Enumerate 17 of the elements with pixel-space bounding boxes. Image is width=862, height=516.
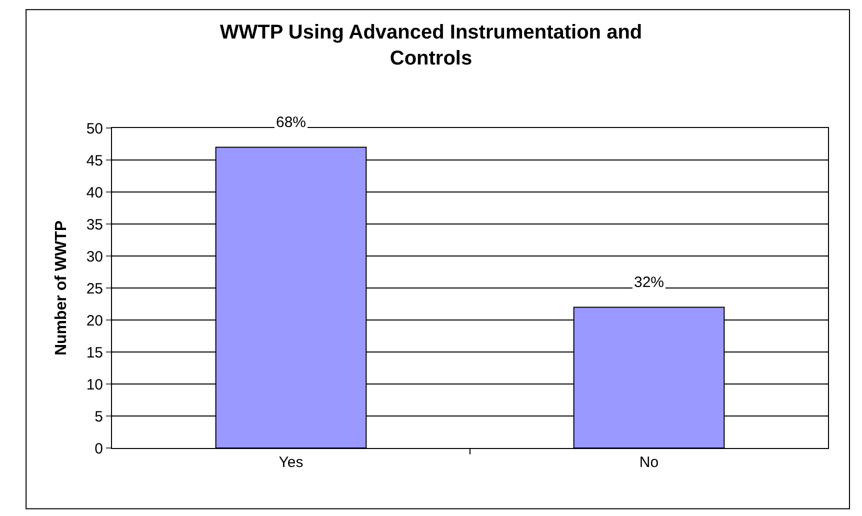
y-tick-label: 35 (86, 216, 103, 234)
y-tick-label: 30 (86, 248, 103, 266)
x-tick-label: Yes (278, 454, 304, 471)
y-tick-label: 45 (86, 152, 103, 170)
annotation: 32% (634, 274, 664, 291)
y-axis-title: Number of WWTP (53, 220, 70, 356)
y-tick-label: 25 (86, 280, 103, 298)
y-tick-label: 50 (86, 120, 103, 138)
chart-title: WWTP Using Advanced Instrumentation and Controls (220, 22, 642, 70)
y-tick-label: 40 (86, 184, 103, 202)
y-tick-label: 15 (86, 344, 103, 362)
y-tick-label: 0 (94, 440, 103, 458)
y-tick-label: 5 (94, 408, 103, 426)
x-tick-label: No (639, 454, 659, 471)
annotation: 68% (276, 114, 306, 131)
y-tick-label: 10 (86, 376, 103, 394)
y-tick-label: 20 (86, 312, 103, 330)
